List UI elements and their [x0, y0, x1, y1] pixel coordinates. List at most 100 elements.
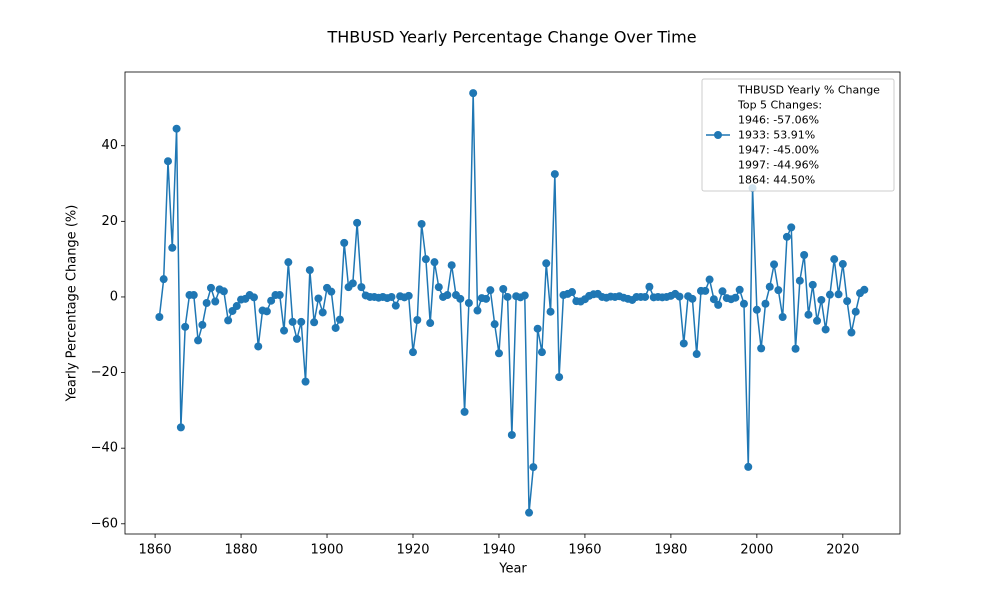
data-point — [507, 430, 516, 439]
data-point — [503, 292, 512, 301]
x-tick-label: 2000 — [740, 543, 773, 558]
data-point — [791, 344, 800, 353]
data-point — [353, 218, 362, 227]
data-point — [542, 259, 551, 268]
data-point — [709, 295, 718, 304]
data-point — [525, 508, 534, 517]
data-point — [417, 219, 426, 228]
legend-note: Top 5 Changes: — [737, 99, 822, 112]
data-point — [550, 170, 559, 179]
data-point — [482, 294, 491, 303]
y-tick-label: 20 — [101, 214, 118, 229]
data-point — [499, 285, 508, 294]
data-point — [305, 266, 314, 275]
data-point — [714, 300, 723, 309]
data-point — [202, 299, 211, 307]
legend-marker — [714, 131, 722, 139]
data-point — [426, 319, 435, 328]
data-point — [413, 316, 422, 325]
data-point — [275, 291, 284, 300]
data-point — [314, 294, 323, 303]
data-point — [739, 299, 748, 308]
y-tick-label: −60 — [91, 516, 118, 531]
data-point — [834, 290, 843, 299]
data-point — [787, 223, 796, 232]
data-point — [641, 292, 650, 301]
data-point — [456, 294, 465, 303]
data-point — [529, 463, 538, 472]
y-tick-label: 0 — [110, 289, 118, 304]
data-point — [172, 124, 181, 133]
x-tick-label: 1960 — [568, 543, 601, 558]
data-point — [168, 243, 177, 252]
data-point — [331, 323, 340, 332]
data-point — [679, 339, 688, 348]
data-point — [469, 89, 478, 98]
data-point — [718, 287, 727, 296]
data-point — [843, 297, 852, 306]
legend-note: 1997: -44.96% — [738, 159, 819, 172]
data-point — [821, 325, 830, 334]
data-point — [443, 291, 452, 300]
data-point — [761, 299, 770, 308]
data-point — [795, 276, 804, 285]
data-point — [224, 316, 233, 325]
data-point — [490, 320, 499, 329]
data-point — [752, 305, 761, 314]
data-point — [434, 283, 443, 292]
data-point — [284, 258, 293, 267]
x-tick-label: 1940 — [482, 543, 515, 558]
data-point — [813, 316, 822, 325]
data-point — [735, 285, 744, 294]
data-point — [688, 294, 697, 303]
data-point — [288, 317, 297, 326]
x-tick-label: 1980 — [654, 543, 687, 558]
data-point — [232, 302, 241, 311]
data-point — [391, 301, 400, 310]
data-point — [310, 318, 319, 327]
data-point — [357, 283, 366, 292]
data-point — [838, 260, 847, 269]
y-tick-label: −40 — [91, 441, 118, 456]
data-point — [408, 348, 417, 357]
data-point — [774, 286, 783, 295]
data-point — [675, 292, 684, 301]
data-point — [757, 344, 766, 353]
data-point — [533, 324, 542, 333]
data-point — [464, 299, 473, 307]
data-point — [851, 307, 860, 316]
data-point — [335, 315, 344, 324]
data-point — [176, 423, 185, 432]
x-tick-label: 1880 — [225, 543, 258, 558]
data-point — [568, 288, 577, 297]
data-point — [800, 250, 809, 259]
data-point — [731, 293, 740, 302]
data-point — [460, 407, 469, 416]
data-point — [430, 258, 439, 267]
data-point — [692, 350, 701, 359]
plot-frame — [124, 71, 901, 535]
data-point — [804, 310, 813, 319]
legend-note: 1864: 44.50% — [738, 174, 815, 187]
data-point — [219, 287, 228, 296]
data-point — [155, 312, 164, 321]
data-point — [163, 157, 172, 166]
data-point — [211, 297, 220, 306]
data-point — [340, 238, 349, 247]
data-point — [765, 282, 774, 291]
data-point — [318, 308, 327, 317]
data-point — [825, 290, 834, 299]
data-point — [421, 255, 430, 264]
data-point — [537, 348, 546, 357]
data-point — [292, 334, 301, 343]
legend-label: THBUSD Yearly % Change — [737, 84, 880, 97]
y-tick-label: −20 — [91, 365, 118, 380]
data-point — [486, 286, 495, 295]
data-point — [555, 373, 564, 382]
data-point — [494, 349, 503, 358]
data-point — [280, 326, 289, 335]
data-point — [860, 285, 869, 294]
x-tick-label: 2020 — [826, 543, 859, 558]
